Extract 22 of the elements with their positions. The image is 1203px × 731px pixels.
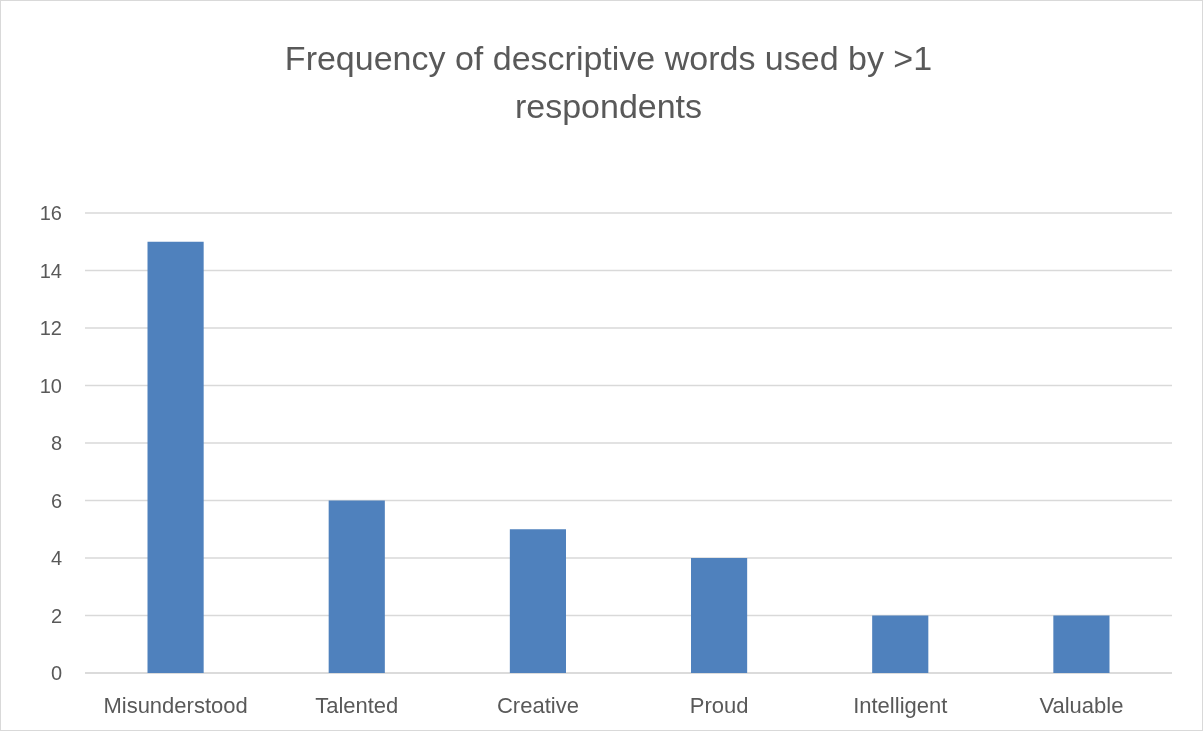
y-tick-label: 6 [50,489,62,512]
bar [1053,615,1110,673]
y-tick-label: 16 [39,202,62,224]
bar [509,529,566,673]
chart-title: Frequency of descriptive words used by >1 respondents [284,39,933,125]
y-tick-label: 4 [50,547,62,569]
bar [691,558,748,673]
x-tick-label: Creative [496,693,579,718]
y-tick-label: 2 [50,604,62,627]
x-tick-label: Valuable [1039,693,1124,718]
x-tick-label: Intelligent [853,693,948,718]
bar [328,500,385,673]
y-tick-label: 8 [50,432,62,454]
x-tick-label: Misunderstood [103,693,248,718]
y-tick-label: 10 [39,374,62,397]
x-tick-label: Proud [689,693,749,718]
y-tick-label: 0 [50,662,62,684]
x-tick-label: Talented [315,693,399,718]
bar [147,241,204,673]
y-tick-label: 12 [39,317,62,339]
y-tick-label: 14 [39,259,62,282]
bar [872,615,929,673]
